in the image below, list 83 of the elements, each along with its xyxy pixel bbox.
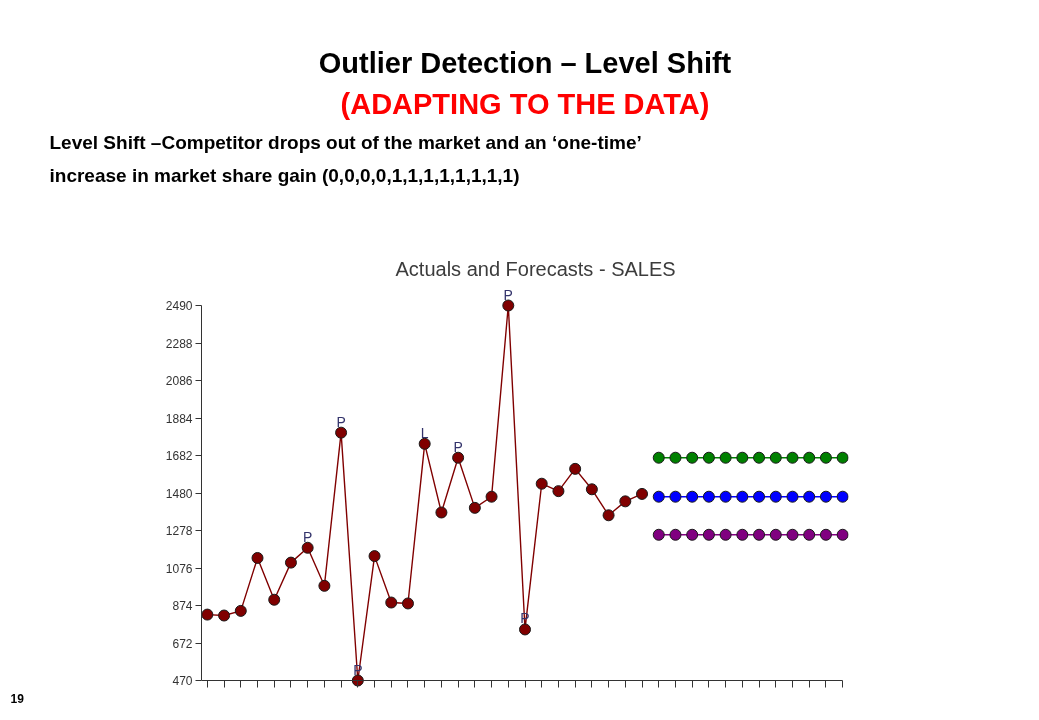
point xyxy=(569,462,582,475)
point xyxy=(519,623,531,636)
point xyxy=(803,451,816,464)
point xyxy=(468,501,481,514)
point xyxy=(753,490,766,503)
annotation: P xyxy=(336,413,346,430)
point xyxy=(401,597,414,610)
annotation: P xyxy=(453,438,463,455)
point xyxy=(652,451,665,464)
point xyxy=(251,551,264,564)
point xyxy=(686,528,699,541)
point xyxy=(318,579,331,592)
y-tick-label: 672 xyxy=(172,636,193,651)
point xyxy=(201,608,214,621)
annotation: L xyxy=(420,424,429,441)
y-tick-label: 1682 xyxy=(165,449,193,463)
y-tick-label: 2086 xyxy=(165,374,193,388)
point xyxy=(652,528,665,541)
point xyxy=(803,528,816,541)
text: Level Shift –Competitor drops out of the market and an ‘one-time’ increase in market share gain (0,0,0,0,1,1,1,1,1,1,1,1) xyxy=(49,132,642,187)
point xyxy=(552,485,565,498)
point xyxy=(686,490,699,503)
text: 19 xyxy=(10,691,25,706)
point xyxy=(719,528,732,541)
point xyxy=(234,604,247,617)
point xyxy=(585,483,598,496)
point xyxy=(435,506,448,519)
point xyxy=(736,451,749,464)
point xyxy=(836,451,849,464)
point xyxy=(636,487,649,500)
point xyxy=(669,490,682,503)
point xyxy=(836,490,849,503)
point xyxy=(669,451,682,464)
point xyxy=(803,490,816,503)
point xyxy=(335,426,348,439)
point xyxy=(736,528,749,541)
chart-subtitle: (ADAPTING TO THE DATA) xyxy=(340,87,710,120)
point xyxy=(769,528,782,541)
annotation: P xyxy=(302,528,313,545)
y-tick-label: 2490 xyxy=(165,299,193,313)
point xyxy=(753,528,766,541)
point xyxy=(702,528,715,541)
y-tick-label: 1480 xyxy=(165,486,193,501)
y-tick-label: 470 xyxy=(172,674,193,688)
point xyxy=(669,528,682,541)
point xyxy=(702,451,715,464)
y-tick-label: 1884 xyxy=(165,411,193,426)
point xyxy=(786,490,799,503)
y-tick-label: 1076 xyxy=(165,561,193,576)
point xyxy=(602,509,615,522)
point xyxy=(218,609,231,622)
annotation: P xyxy=(503,286,513,303)
point xyxy=(452,451,465,464)
point xyxy=(368,550,381,563)
point xyxy=(418,437,431,450)
point xyxy=(284,556,297,569)
point xyxy=(301,541,314,554)
point xyxy=(769,451,782,464)
point xyxy=(786,528,799,541)
point xyxy=(385,596,398,609)
y-tick-label: 2288 xyxy=(165,336,193,351)
point xyxy=(535,477,548,490)
point xyxy=(619,495,632,508)
point xyxy=(786,451,799,464)
point xyxy=(753,451,766,464)
point xyxy=(702,490,715,503)
point xyxy=(819,490,832,503)
point xyxy=(819,451,832,464)
point xyxy=(769,490,782,503)
y-tick-label: 874 xyxy=(172,599,193,613)
point xyxy=(819,528,832,541)
point xyxy=(652,490,665,503)
point xyxy=(836,528,849,541)
point xyxy=(686,451,699,464)
chart-title: Outlier Detection – Level Shift xyxy=(318,46,732,79)
point xyxy=(719,490,732,503)
point xyxy=(719,451,732,464)
y-tick-label: 1278 xyxy=(165,524,193,538)
point xyxy=(268,593,281,606)
point xyxy=(502,299,515,312)
point xyxy=(485,490,498,503)
point xyxy=(736,490,749,503)
text: Actuals and Forecasts - SALES xyxy=(395,257,676,280)
